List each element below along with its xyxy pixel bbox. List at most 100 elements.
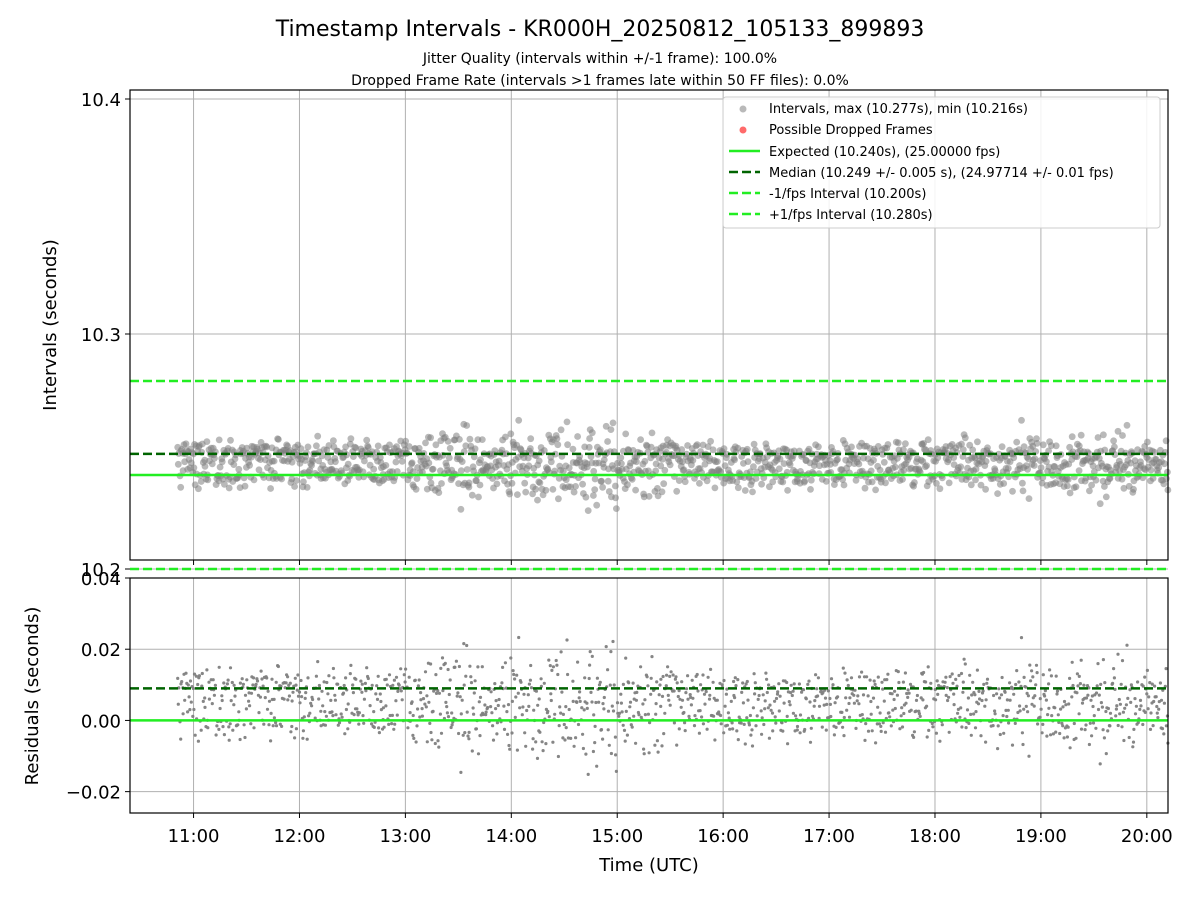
x-tick-label: 14:00	[485, 826, 537, 847]
interval-point	[255, 466, 263, 474]
interval-point	[182, 440, 190, 448]
residual-point	[871, 696, 876, 700]
residual-point	[270, 677, 274, 681]
interval-point	[564, 441, 571, 449]
residual-point	[634, 741, 638, 745]
residual-point	[775, 692, 780, 696]
interval-point	[609, 419, 617, 427]
residual-point	[842, 734, 846, 738]
residual-point	[1163, 684, 1167, 688]
residual-point	[331, 666, 335, 671]
residual-point	[893, 689, 897, 693]
interval-point	[491, 447, 499, 455]
residual-point	[846, 683, 850, 688]
interval-point	[604, 438, 611, 445]
residual-point	[459, 770, 463, 775]
interval-point	[203, 438, 211, 445]
residual-point	[176, 702, 180, 706]
interval-point	[405, 443, 413, 450]
residual-point	[746, 698, 750, 702]
residual-point	[757, 693, 761, 698]
residual-point	[457, 731, 461, 736]
residual-point	[892, 697, 896, 702]
residual-point	[471, 706, 475, 710]
residual-point	[203, 696, 207, 700]
interval-point	[263, 443, 271, 451]
residual-point	[207, 680, 211, 684]
residual-point	[415, 724, 419, 728]
interval-point	[920, 440, 927, 447]
residual-point	[1021, 742, 1025, 747]
interval-point	[617, 454, 625, 462]
residual-point	[843, 671, 847, 675]
residual-point	[583, 676, 587, 680]
residual-point	[627, 681, 631, 685]
residual-point	[1050, 714, 1054, 718]
residual-point	[531, 747, 535, 751]
residual-point	[831, 683, 835, 687]
residual-point	[1160, 727, 1165, 731]
residual-point	[765, 677, 769, 681]
residual-point	[663, 711, 667, 715]
residual-point	[259, 669, 263, 673]
residual-point	[898, 727, 902, 731]
interval-point	[1102, 493, 1110, 501]
residual-point	[502, 727, 507, 732]
residual-point	[665, 673, 669, 677]
residual-point	[622, 728, 627, 733]
interval-point	[1147, 466, 1155, 474]
residual-point	[1115, 704, 1119, 708]
residual-point	[445, 705, 449, 709]
interval-point	[599, 483, 606, 491]
residual-point	[959, 671, 964, 676]
residual-point	[769, 708, 773, 712]
residual-point	[885, 678, 889, 682]
interval-point	[565, 464, 573, 472]
residual-point	[736, 738, 740, 742]
interval-point	[293, 477, 300, 484]
residual-point	[512, 672, 516, 677]
residual-point	[966, 696, 971, 700]
residual-point	[577, 696, 581, 700]
residual-point	[1025, 691, 1029, 696]
interval-point	[412, 485, 420, 493]
residual-point	[287, 694, 291, 698]
interval-point	[936, 485, 944, 493]
residual-point	[602, 695, 606, 700]
residual-point	[377, 731, 381, 735]
residual-point	[189, 700, 193, 704]
interval-point	[507, 430, 515, 438]
residual-point	[450, 711, 454, 715]
residual-point	[782, 701, 786, 705]
residual-point	[299, 678, 303, 683]
interval-point	[1019, 487, 1027, 495]
residual-point	[756, 697, 760, 702]
residual-point	[489, 705, 493, 709]
residual-point	[351, 691, 355, 695]
residual-point	[1059, 707, 1063, 711]
residual-point	[332, 676, 336, 680]
residual-point	[630, 725, 634, 729]
residual-point	[809, 726, 813, 730]
residual-point	[781, 729, 785, 733]
interval-point	[382, 462, 390, 469]
residual-point	[962, 657, 966, 661]
residual-point	[1102, 736, 1106, 740]
interval-point	[612, 494, 619, 502]
legend-entry-minus-bound: -1/fps Interval (10.200s)	[729, 187, 926, 202]
residual-point	[203, 705, 207, 710]
residual-point	[666, 665, 670, 669]
interval-point	[607, 426, 615, 433]
residual-point	[1108, 724, 1112, 728]
residual-point	[947, 695, 951, 699]
interval-point	[288, 458, 296, 466]
residual-point	[348, 672, 352, 676]
residual-point	[611, 709, 616, 713]
residual-point	[360, 682, 364, 686]
residual-point	[424, 705, 428, 709]
residual-point	[879, 724, 883, 729]
residual-point	[387, 673, 392, 677]
residual-point	[197, 674, 201, 678]
interval-point	[1033, 440, 1041, 447]
residual-point	[815, 687, 819, 691]
